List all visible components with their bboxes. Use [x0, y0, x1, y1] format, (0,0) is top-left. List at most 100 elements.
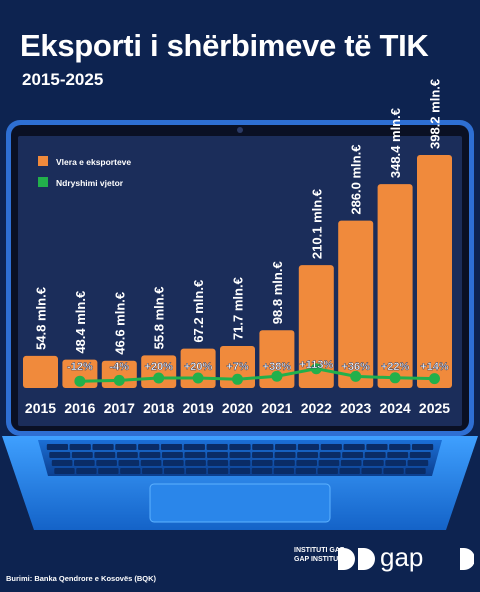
- key: [252, 452, 273, 458]
- change-label-2016: -12%: [67, 361, 93, 373]
- key: [74, 460, 95, 466]
- key: [297, 452, 319, 458]
- bar-value-label-2016: 48.4 mln.€: [73, 291, 88, 354]
- key: [364, 452, 386, 458]
- key: [71, 452, 93, 458]
- key: [229, 468, 251, 474]
- key: [297, 444, 320, 450]
- key: [361, 468, 382, 474]
- bar-value-label-2017: 46.6 mln.€: [112, 292, 127, 355]
- key: [120, 468, 141, 474]
- key: [296, 460, 318, 466]
- bar-2015: [23, 355, 58, 388]
- logo-dot-1: [338, 548, 355, 570]
- brand-line-1: INSTITUTI GAP: [294, 547, 345, 554]
- x-tick-label-2015: 2015: [25, 400, 56, 416]
- change-point-2016: [74, 375, 86, 387]
- key: [139, 452, 161, 458]
- change-point-2025: [429, 373, 440, 385]
- key: [115, 444, 137, 450]
- key: [207, 460, 229, 466]
- key: [161, 452, 183, 458]
- key: [142, 468, 163, 474]
- legend-swatch-2: [38, 177, 48, 187]
- bar-value-label-2022: 210.1 mln.€: [309, 189, 324, 259]
- change-label-2024: +22%: [381, 361, 410, 373]
- key: [295, 468, 316, 474]
- x-tick-label-2024: 2024: [380, 400, 411, 416]
- key: [274, 452, 296, 458]
- bar-2022: [298, 265, 334, 388]
- change-point-2022: [310, 363, 322, 375]
- key: [207, 452, 228, 458]
- key: [340, 460, 362, 466]
- brand-name: INSTITUTI GAP GAP INSTITUTE: [294, 546, 347, 564]
- key: [184, 452, 206, 458]
- change-label-2023: +36%: [341, 361, 370, 373]
- key: [229, 452, 251, 458]
- bar-value-label-2021: 98.8 mln.€: [270, 261, 285, 324]
- key: [51, 460, 73, 466]
- change-point-2017: [113, 374, 125, 386]
- gap-logo: gap: [338, 544, 474, 572]
- key: [252, 444, 274, 450]
- logo-dot-2: [358, 548, 375, 570]
- key: [229, 460, 251, 466]
- x-tick-label-2018: 2018: [143, 400, 174, 416]
- change-point-2020: [232, 373, 243, 385]
- key: [138, 444, 160, 450]
- key: [207, 468, 229, 474]
- key: [387, 452, 409, 458]
- key: [229, 444, 251, 450]
- x-tick-label-2023: 2023: [340, 400, 371, 416]
- key: [339, 468, 360, 474]
- key: [319, 452, 341, 458]
- plot-area: 54.8 mln.€ 2015 48.4 mln.€ 2016 46.6 mln.€ 20…: [23, 79, 452, 416]
- key: [275, 444, 297, 450]
- webcam-icon: [237, 127, 243, 133]
- key: [92, 444, 114, 450]
- change-point-2023: [350, 370, 362, 382]
- change-point-2019: [192, 372, 204, 384]
- key: [140, 460, 162, 466]
- key: [411, 444, 434, 450]
- key: [116, 452, 138, 458]
- change-point-2021: [271, 370, 283, 382]
- bar-value-label-2023: 286.0 mln.€: [349, 145, 364, 215]
- bar-value-label-2015: 54.8 mln.€: [34, 287, 49, 350]
- bar-2023: [338, 220, 374, 388]
- key: [363, 460, 384, 466]
- key: [407, 460, 429, 466]
- change-label-2018: +20%: [144, 361, 173, 373]
- key: [320, 444, 342, 450]
- logo-dot-3: [460, 548, 474, 570]
- key: [206, 444, 228, 450]
- key: [54, 468, 75, 474]
- key: [185, 460, 206, 466]
- key: [343, 444, 365, 450]
- key: [274, 460, 295, 466]
- key: [251, 468, 273, 474]
- source-note: Burimi: Banka Qendrore e Kosovës (BQK): [6, 574, 157, 583]
- key: [185, 468, 207, 474]
- change-label-2021: +38%: [263, 361, 292, 373]
- change-label-2020: +7%: [226, 361, 249, 373]
- key: [342, 452, 364, 458]
- key: [94, 452, 116, 458]
- change-label-2025: +14%: [420, 361, 449, 373]
- key: [183, 444, 205, 450]
- key: [118, 460, 140, 466]
- key: [366, 444, 388, 450]
- key: [409, 452, 431, 458]
- key: [273, 468, 295, 474]
- logo-text: gap: [380, 544, 423, 572]
- key: [383, 468, 404, 474]
- x-tick-label-2022: 2022: [301, 400, 332, 416]
- bar-2025: [417, 155, 452, 388]
- key: [389, 444, 411, 450]
- laptop-touchpad: [149, 483, 331, 523]
- x-tick-label-2020: 2020: [222, 400, 253, 416]
- legend-swatch-1: [38, 156, 48, 166]
- x-tick-label-2021: 2021: [261, 400, 292, 416]
